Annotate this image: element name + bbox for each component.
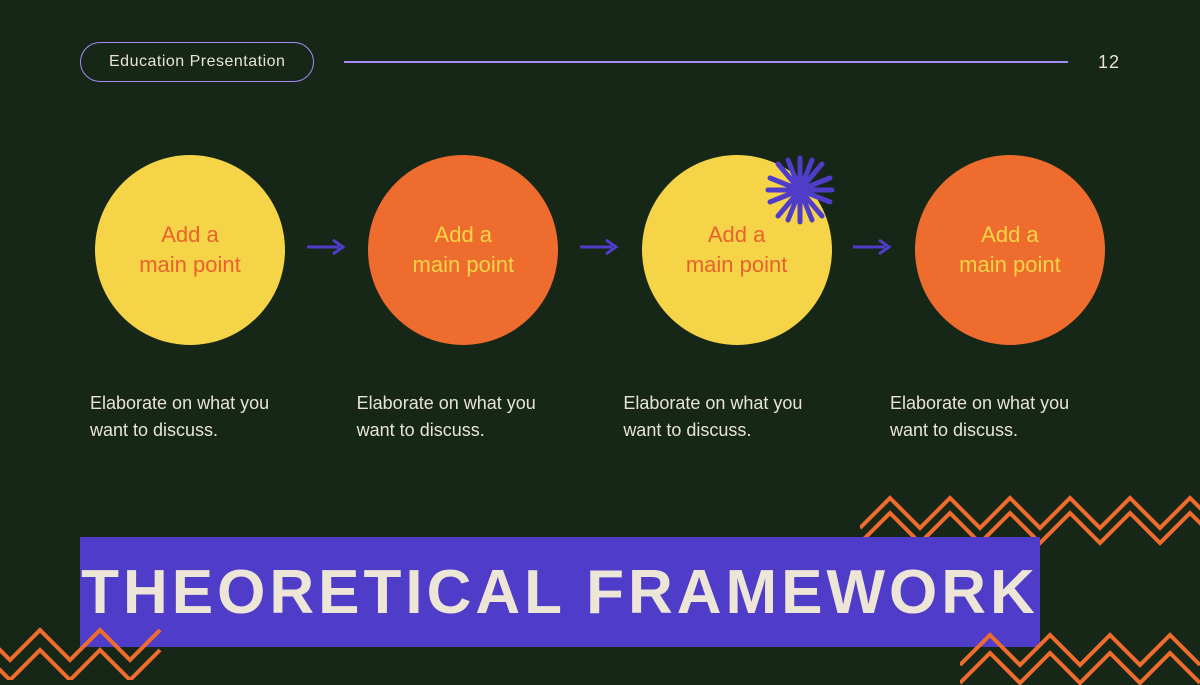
descriptions-row: Elaborate on what you want to discuss. E…	[90, 390, 1110, 444]
arrow-icon	[578, 232, 622, 264]
flow-desc-3: Elaborate on what you want to discuss.	[623, 390, 843, 444]
circle-label: Add a main point	[959, 220, 1061, 279]
flow-desc-4: Elaborate on what you want to discuss.	[890, 390, 1110, 444]
flow-step-3: Add a main point	[637, 155, 837, 345]
flow-circle-2: Add a main point	[368, 155, 558, 345]
header-divider	[344, 61, 1068, 63]
badge-text: Education Presentation	[109, 53, 285, 70]
arrow-icon	[305, 232, 349, 264]
page-number: 12	[1098, 52, 1120, 73]
circle-label: Add a main point	[139, 220, 241, 279]
arrow-icon	[851, 232, 895, 264]
flow-circle-4: Add a main point	[915, 155, 1105, 345]
slide-title: THEORETICAL FRAMEWORK	[81, 557, 1039, 628]
slide-header: Education Presentation 12	[80, 42, 1120, 82]
zigzag-decoration-left	[0, 610, 180, 680]
flow-circle-3: Add a main point	[642, 155, 832, 345]
presentation-badge: Education Presentation	[80, 42, 314, 82]
flow-desc-1: Elaborate on what you want to discuss.	[90, 390, 310, 444]
flow-step-4: Add a main point	[910, 155, 1110, 345]
circle-label: Add a main point	[413, 220, 515, 279]
burst-icon	[760, 150, 840, 230]
title-bar: THEORETICAL FRAMEWORK	[80, 537, 1040, 647]
flow-row: Add a main point Add a main point Add a …	[90, 155, 1110, 345]
flow-circle-1: Add a main point	[95, 155, 285, 345]
flow-step-1: Add a main point	[90, 155, 290, 345]
flow-desc-2: Elaborate on what you want to discuss.	[357, 390, 577, 444]
flow-step-2: Add a main point	[363, 155, 563, 345]
